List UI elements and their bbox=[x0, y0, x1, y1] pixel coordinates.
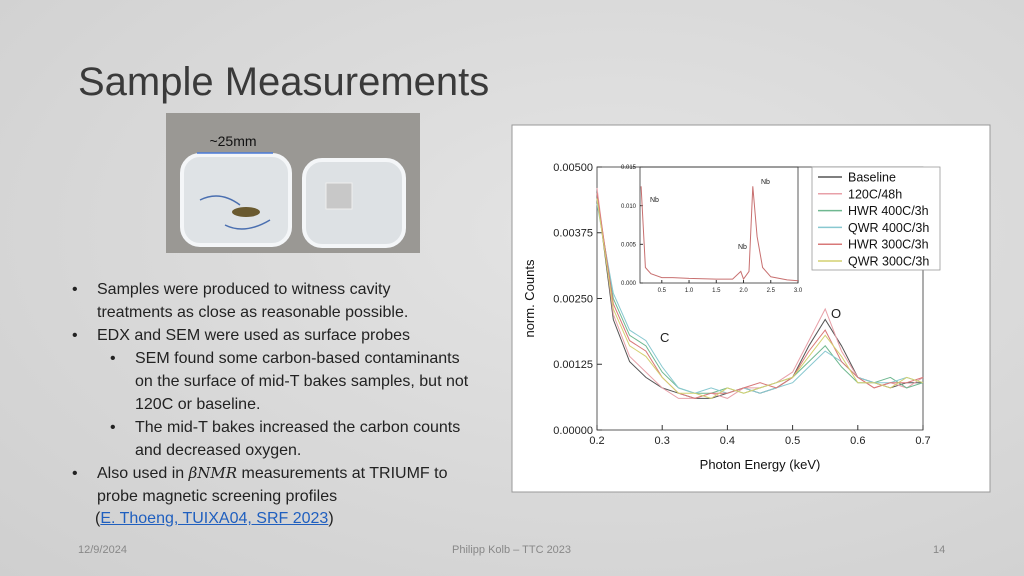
series-line bbox=[596, 193, 924, 399]
y-axis-label: norm. Counts bbox=[522, 259, 537, 338]
x-tick-label: 0.4 bbox=[720, 435, 735, 447]
y-tick-label: 0.000 bbox=[621, 281, 637, 287]
legend-label: 120C/48h bbox=[848, 187, 902, 201]
bullet: EDX and SEM were used as surface probes bbox=[70, 324, 470, 347]
y-tick-label: 0.00500 bbox=[553, 162, 593, 174]
x-axis-label: Photon Energy (keV) bbox=[700, 457, 821, 472]
plot-frame bbox=[639, 166, 799, 284]
bullet-text: Also used in bbox=[97, 465, 189, 482]
y-tick-label: 0.00375 bbox=[553, 228, 593, 240]
x-tick-label: 2.5 bbox=[767, 288, 776, 294]
x-tick-label: 0.2 bbox=[589, 435, 604, 447]
x-tick-label: 0.3 bbox=[655, 435, 670, 447]
x-tick-label: 0.5 bbox=[785, 435, 800, 447]
annotation: C bbox=[660, 330, 669, 345]
bullet-text: measurements at TRIUMF to probe magnetic… bbox=[97, 465, 448, 505]
photo-label: ~25mm bbox=[209, 133, 256, 149]
bullet-text: SEM found some carbon-based contaminants… bbox=[135, 350, 469, 413]
footer-center: Philipp Kolb – TTC 2023 bbox=[452, 544, 572, 556]
y-tick-label: 0.00250 bbox=[553, 293, 593, 305]
y-tick-label: 0.005 bbox=[621, 242, 637, 248]
bullet-text: The mid-T bakes increased the carbon cou… bbox=[135, 419, 461, 459]
bullet-list: Samples were produced to witness cavity … bbox=[70, 278, 470, 508]
footer-date: 12/9/2024 bbox=[78, 544, 127, 556]
bullet: The mid-T bakes increased the carbon cou… bbox=[108, 416, 470, 462]
series-line bbox=[596, 203, 924, 394]
bullet-text: Samples were produced to witness cavity … bbox=[97, 281, 409, 321]
bullet: Samples were produced to witness cavity … bbox=[70, 278, 470, 324]
annotation: Nb bbox=[738, 244, 747, 251]
legend-box bbox=[811, 166, 941, 271]
bullet-text: βNMR bbox=[188, 464, 238, 482]
bullet: SEM found some carbon-based contaminants… bbox=[108, 347, 470, 416]
photo: ~25mm bbox=[166, 113, 420, 253]
citation: (E. Thoeng, TUIXA04, SRF 2023) bbox=[95, 510, 334, 528]
legend-label: HWR 400C/3h bbox=[848, 204, 929, 218]
y-tick-label: 0.015 bbox=[621, 165, 637, 171]
x-tick-label: 1.5 bbox=[712, 288, 721, 294]
bullet-text: EDX and SEM were used as surface probes bbox=[97, 327, 411, 344]
y-tick-label: 0.010 bbox=[621, 204, 637, 210]
x-tick-label: 1.0 bbox=[685, 288, 694, 294]
citation-link[interactable]: E. Thoeng, TUIXA04, SRF 2023 bbox=[100, 510, 329, 527]
series-line bbox=[596, 198, 924, 399]
legend-label: QWR 300C/3h bbox=[848, 255, 929, 269]
paren: ) bbox=[328, 510, 334, 527]
bullet: Also used in βNMR measurements at TRIUMF… bbox=[70, 462, 470, 508]
x-tick-label: 0.6 bbox=[850, 435, 865, 447]
y-tick-label: 0.00125 bbox=[553, 359, 593, 371]
x-tick-label: 2.0 bbox=[739, 288, 748, 294]
x-tick-label: 0.5 bbox=[658, 288, 667, 294]
y-tick-label: 0.00000 bbox=[553, 425, 593, 437]
paren: ( bbox=[95, 510, 101, 527]
legend-label: HWR 300C/3h bbox=[848, 238, 929, 252]
annotation: O bbox=[831, 306, 841, 321]
x-tick-label: 3.0 bbox=[794, 288, 803, 294]
series-line bbox=[640, 186, 799, 282]
legend-label: Baseline bbox=[848, 171, 896, 185]
annotation: Nb bbox=[761, 179, 770, 186]
legend-label: QWR 400C/3h bbox=[848, 221, 929, 235]
x-tick-label: 0.7 bbox=[915, 435, 930, 447]
page-number: 14 bbox=[933, 544, 946, 556]
slide-title: Sample Measurements bbox=[78, 60, 490, 104]
annotation: Nb bbox=[650, 197, 659, 204]
